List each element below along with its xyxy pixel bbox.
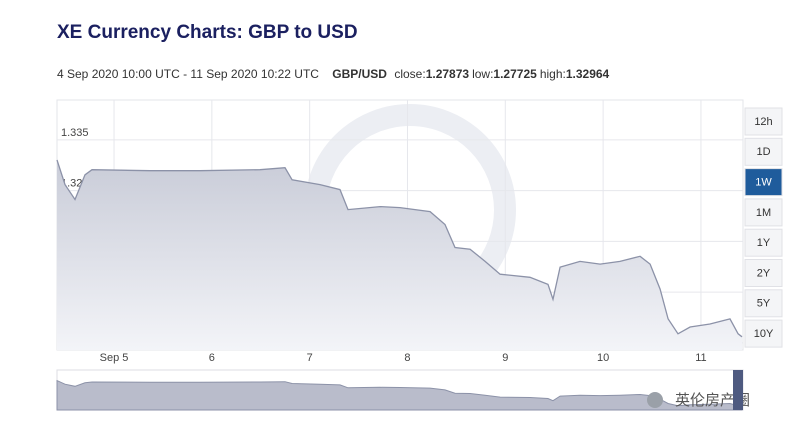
- range-button[interactable]: [744, 198, 783, 227]
- range-button[interactable]: [744, 137, 783, 166]
- y-tick-label: 1.335: [61, 127, 89, 139]
- range-button-label[interactable]: 5Y: [757, 298, 771, 310]
- x-tick-label: 10: [597, 352, 609, 364]
- range-button-label[interactable]: 10Y: [754, 328, 774, 340]
- pair: GBP/USD: [332, 67, 387, 81]
- watermark: 英伦房产圈: [675, 391, 750, 409]
- chart-title: XE Currency Charts: GBP to USD: [57, 22, 358, 43]
- x-tick-label: 11: [695, 352, 706, 364]
- range-button-label[interactable]: 12h: [754, 116, 772, 128]
- x-tick-label: 9: [502, 352, 508, 364]
- x-tick-label: 8: [404, 352, 410, 364]
- range-button-label[interactable]: 1Y: [757, 237, 771, 249]
- stat-label: low:: [472, 67, 493, 81]
- range-button-label[interactable]: 1M: [756, 207, 771, 219]
- stat-value: 1.32964: [566, 67, 610, 81]
- stat-label: high:: [540, 67, 566, 81]
- range-button-label[interactable]: 2Y: [757, 267, 771, 279]
- subtitle: 4 Sep 2020 10:00 UTC - 11 Sep 2020 10:22…: [57, 67, 610, 81]
- stat-value: 1.27725: [493, 67, 537, 81]
- range-button[interactable]: [744, 259, 783, 287]
- range-button-label[interactable]: 1W: [755, 177, 772, 189]
- stat-value: 1.27873: [426, 67, 470, 81]
- range-button[interactable]: [744, 228, 783, 257]
- x-tick-label: 7: [307, 352, 313, 364]
- range-button[interactable]: [744, 107, 783, 136]
- range-button[interactable]: [744, 289, 783, 318]
- range-button[interactable]: [744, 168, 783, 197]
- x-tick-label: 6: [209, 352, 215, 364]
- line: [56, 159, 743, 338]
- range-button[interactable]: [744, 319, 783, 348]
- range-button-label[interactable]: 1D: [756, 146, 770, 158]
- x-tick-label: Sep 5: [100, 352, 129, 364]
- navigator-handle: [733, 370, 743, 410]
- wechat-icon: [647, 392, 663, 408]
- area: [57, 159, 743, 350]
- stat-label: close:: [394, 67, 425, 81]
- period: 4 Sep 2020 10:00 UTC - 11 Sep 2020 10:22…: [57, 67, 319, 81]
- navigator-area: [56, 379, 743, 411]
